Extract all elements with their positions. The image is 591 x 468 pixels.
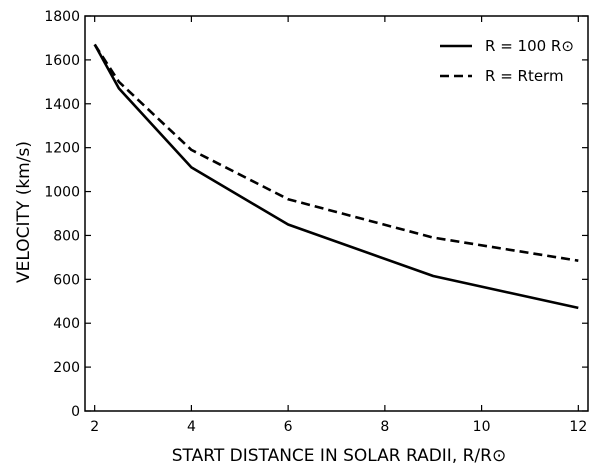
y-tick-label: 200	[53, 360, 80, 376]
y-tick-label: 1600	[44, 53, 80, 69]
y-tick-label: 1400	[44, 97, 80, 113]
y-tick-label: 600	[53, 272, 80, 288]
y-tick-label: 400	[53, 316, 80, 332]
series-line-rterm	[93, 43, 579, 262]
legend-label-2: R = Rterm	[485, 67, 564, 85]
y-axis-label: VELOCITY (km/s)	[14, 141, 34, 283]
y-tick-label: 1200	[44, 141, 80, 157]
x-tick-label: 10	[473, 419, 491, 435]
y-tick-label: 0	[71, 404, 80, 420]
y-tick-label: 800	[53, 228, 80, 244]
plot-frame	[84, 15, 589, 412]
axis-ticks	[85, 15, 588, 412]
y-tick-label: 1000	[44, 185, 80, 201]
legend-label-1: R = 100 R⊙	[485, 37, 574, 55]
axis-tick-labels: 2 4 6 8 10 12 0 200 400 600 800 1000 1200 1400 1600 180…	[44, 9, 587, 435]
y-tick-label: 1800	[44, 9, 80, 25]
x-tick-label: 2	[90, 419, 99, 435]
series-lines	[93, 43, 579, 310]
series-line-r100	[93, 43, 579, 310]
x-tick-label: 12	[569, 419, 587, 435]
x-tick-label: 4	[187, 419, 196, 435]
x-tick-label: 8	[380, 419, 389, 435]
x-tick-label: 6	[284, 419, 293, 435]
legend: R = 100 R⊙ R = Rterm	[440, 37, 574, 85]
x-axis-label: START DISTANCE IN SOLAR RADII, R/R⊙	[172, 446, 506, 466]
